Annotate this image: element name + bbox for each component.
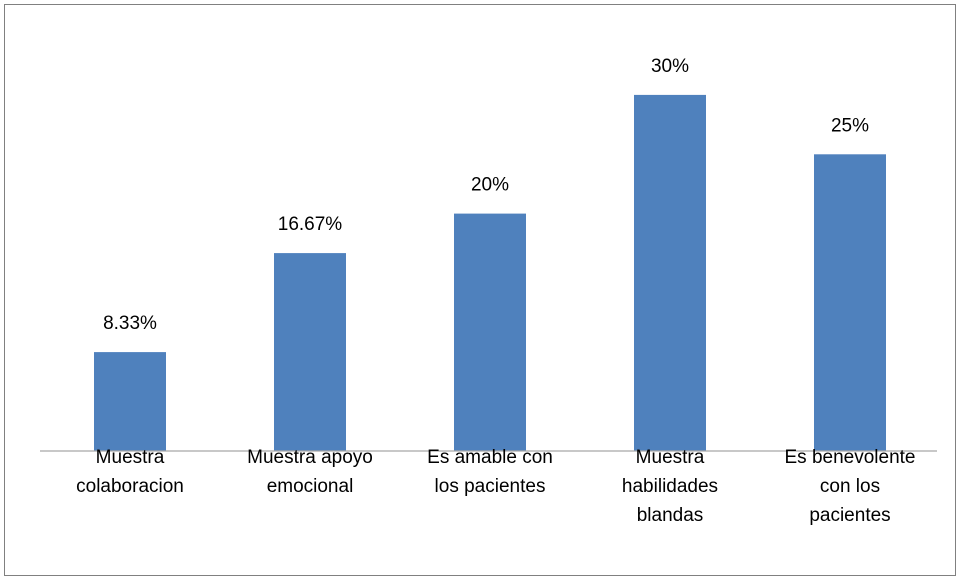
category-label-line: pacientes	[809, 505, 890, 526]
category-label-line: Muestra	[96, 447, 165, 468]
category-label: Muestra habilidades blandas	[622, 447, 718, 526]
bar	[94, 352, 166, 451]
category-label: Muestra apoyo emocional	[247, 447, 373, 497]
data-label: 20%	[471, 175, 509, 196]
data-label: 30%	[651, 56, 689, 77]
bar	[274, 253, 346, 451]
category-label-line: Es amable con	[427, 447, 553, 468]
data-label: 8.33%	[103, 313, 157, 334]
category-label: Muestra colaboracion	[76, 447, 184, 497]
category-label-line: colaboracion	[76, 476, 184, 497]
category-label-line: con los	[820, 476, 880, 497]
labels-layer: 8.33% Muestra colaboracion 16.67% Muestra ap…	[76, 56, 915, 526]
data-label: 25%	[831, 115, 869, 136]
bar	[454, 213, 526, 451]
category-label: Es benevolente con los pacientes	[785, 447, 916, 526]
category-label-line: emocional	[267, 476, 354, 497]
category-label-line: los pacientes	[435, 476, 546, 497]
bars-layer	[94, 94, 886, 452]
data-label: 16.67%	[278, 214, 343, 235]
category-label: Es amable con los pacientes	[427, 447, 553, 497]
category-label-line: blandas	[637, 505, 704, 526]
category-label-line: habilidades	[622, 476, 718, 497]
category-label-line: Muestra	[636, 447, 705, 468]
category-label-line: Es benevolente	[785, 447, 916, 468]
bar	[814, 154, 886, 452]
bar	[634, 94, 706, 452]
category-label-line: Muestra apoyo	[247, 447, 373, 468]
